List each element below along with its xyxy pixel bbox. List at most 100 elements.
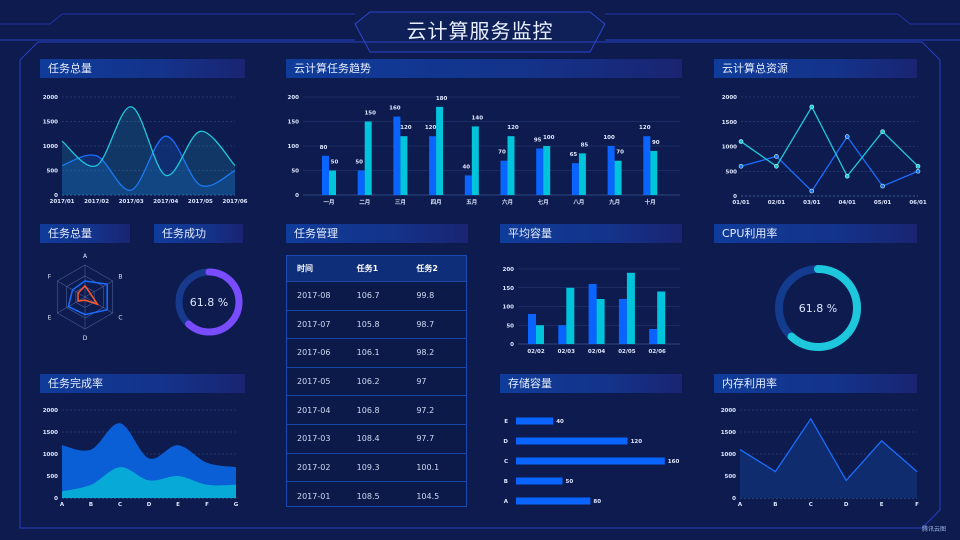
x-tick-label: 02/05 <box>618 349 635 355</box>
data-label: 80 <box>593 499 601 505</box>
bar <box>471 126 479 195</box>
y-tick-label: 1000 <box>43 452 58 458</box>
y-tick-label: C <box>504 459 508 465</box>
line-series-2 <box>740 105 919 178</box>
x-tick-label: G <box>234 502 239 508</box>
bar <box>364 121 372 195</box>
y-tick-label: 2000 <box>722 95 737 101</box>
x-tick-label: 七月 <box>538 198 549 206</box>
bar <box>618 299 627 344</box>
panel-title-memory: 内存利用率 <box>714 374 917 393</box>
x-tick-label: 2017/05 <box>188 199 213 205</box>
bar <box>516 497 591 505</box>
table-cell: 2017-08 <box>297 291 331 301</box>
data-label: 65 <box>570 152 578 158</box>
bar <box>528 314 536 344</box>
x-tick-label: E <box>880 502 884 508</box>
panel-title-storage: 存储容量 <box>500 374 682 393</box>
x-tick-label: 十月 <box>645 198 656 206</box>
radar-series-1 <box>67 280 108 316</box>
x-tick-label: D <box>147 502 152 508</box>
column-header: 时间 <box>297 264 313 273</box>
x-tick-label: D <box>844 502 849 508</box>
panel-title-resources: 云计算总资源 <box>714 59 917 78</box>
data-label: 160 <box>668 459 680 465</box>
bar <box>649 329 658 344</box>
x-tick-label: 05/01 <box>874 200 891 206</box>
y-tick-label: 50 <box>291 169 299 175</box>
bar <box>536 325 544 344</box>
data-label: 140 <box>472 115 484 121</box>
data-label: 90 <box>652 140 660 146</box>
data-point <box>809 104 815 110</box>
bar <box>516 457 665 465</box>
data-point <box>774 164 779 169</box>
bar <box>643 136 651 195</box>
y-tick-label: 50 <box>506 323 514 329</box>
y-tick-label: 150 <box>503 286 515 292</box>
x-tick-label: 六月 <box>502 198 513 206</box>
gauge-label: 61.8 % <box>190 296 228 309</box>
chart-memory: 0 500 1000 1500 2000 A B C D E F <box>721 408 919 508</box>
chart-radar: A B C D E F <box>48 253 123 342</box>
x-tick-label: B <box>773 502 777 508</box>
x-tick-label: 2017/02 <box>84 199 109 205</box>
bar <box>516 437 628 445</box>
x-tick-label: E <box>176 502 180 508</box>
panel-title-completion: 任务完成率 <box>40 374 245 393</box>
y-tick-label: 1500 <box>722 120 737 126</box>
panel-title-success: 任务成功 <box>154 224 243 243</box>
table-row: 2017-05 106.2 97 <box>287 368 466 397</box>
gauge-label: 61.8 % <box>799 302 837 315</box>
x-tick-label: A <box>60 502 65 508</box>
y-tick-label: 2000 <box>43 95 58 101</box>
data-label: 120 <box>425 125 437 131</box>
x-tick-label: 03/01 <box>803 200 820 206</box>
y-tick-label: 0 <box>295 193 299 199</box>
y-tick-label: 100 <box>503 305 515 311</box>
x-tick-label: F <box>915 502 919 508</box>
data-label: 100 <box>603 135 615 141</box>
table-cell: 108.4 <box>356 434 380 444</box>
bar <box>429 136 437 195</box>
y-tick-label: 200 <box>288 95 300 101</box>
radar-axis <box>57 280 86 298</box>
data-point <box>915 168 921 174</box>
y-tick-label: 0 <box>54 193 58 199</box>
bar <box>536 148 544 195</box>
data-label: 95 <box>534 137 542 143</box>
data-label: 180 <box>436 96 448 102</box>
bar <box>516 477 563 485</box>
y-tick-label: 200 <box>503 267 515 273</box>
x-tick-label: 八月 <box>572 198 584 206</box>
x-tick-label: C <box>118 502 122 508</box>
data-label: 50 <box>331 160 339 166</box>
x-tick-label: 02/06 <box>649 349 666 355</box>
chart-storage: A 80 B 50 C 160 D 120 E 40 <box>503 417 680 505</box>
chart-total_tasks: 0 500 1000 1500 2000 2017/01 2017/02 2017/03 201… <box>43 95 248 205</box>
x-tick-label: 02/01 <box>768 200 785 206</box>
table-cell: 2017-07 <box>297 319 331 329</box>
data-label: 70 <box>616 150 624 156</box>
x-tick-label: 2017/01 <box>50 199 75 205</box>
data-label: 120 <box>400 125 412 131</box>
bar <box>626 272 635 344</box>
bar <box>566 287 575 344</box>
data-label: 120 <box>639 125 651 131</box>
table-cell: 2017-04 <box>297 405 331 415</box>
panel-title-radar: 任务总量 <box>40 224 130 243</box>
bar <box>596 299 605 344</box>
radar-indicator-label: D <box>83 335 88 342</box>
data-label: 85 <box>581 142 589 148</box>
data-label: 120 <box>507 125 519 131</box>
panel-title-total-tasks: 任务总量 <box>40 59 245 78</box>
y-tick-label: 500 <box>47 474 59 480</box>
bar <box>657 291 666 344</box>
watermark-logo: 腾讯云图 <box>922 526 947 533</box>
table-row: 2017-04 106.8 97.2 <box>287 396 466 425</box>
x-tick-label: 2017/03 <box>119 199 144 205</box>
bar <box>543 146 551 195</box>
bar <box>393 116 401 195</box>
y-tick-label: 1500 <box>43 430 58 436</box>
